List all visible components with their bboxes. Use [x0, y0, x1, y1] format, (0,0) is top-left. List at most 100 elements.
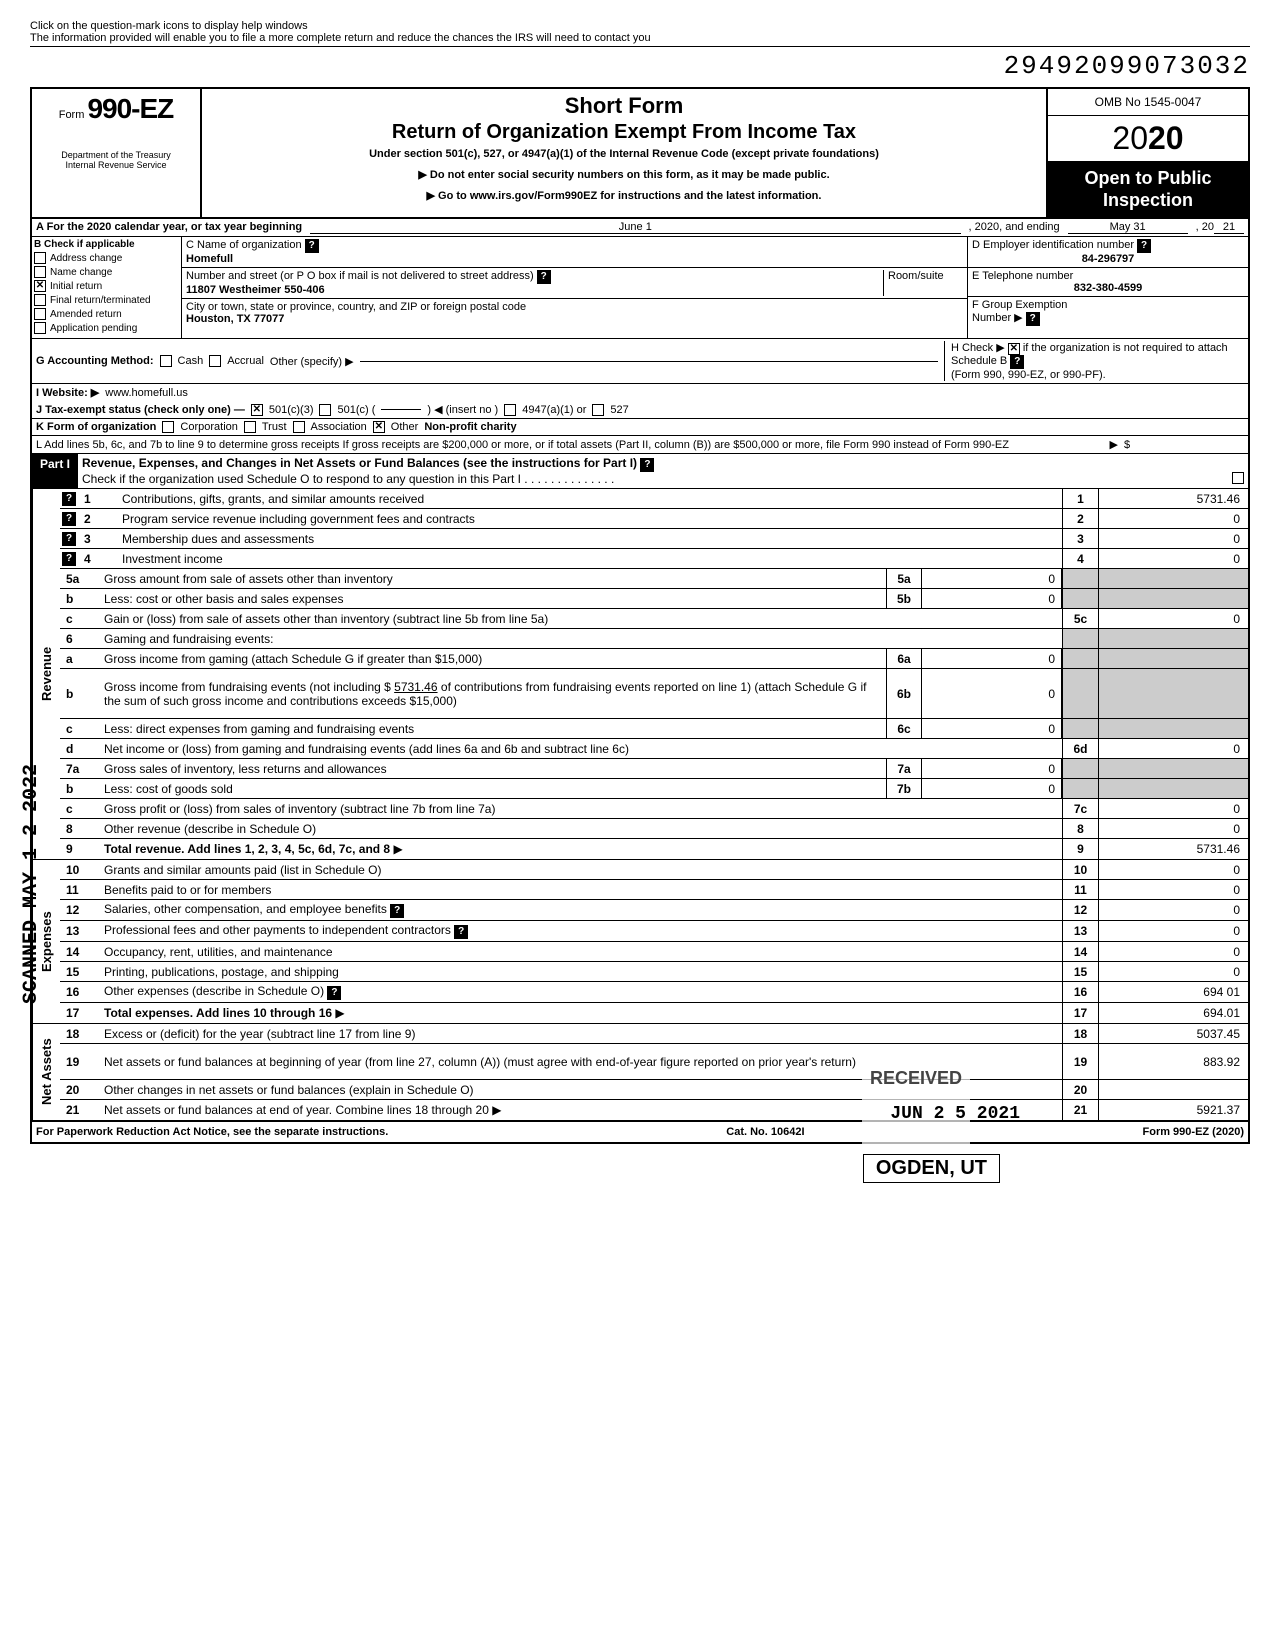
line17-val: 694.01 — [1098, 1003, 1248, 1023]
line3-val: 0 — [1098, 529, 1248, 548]
short-form-title: Short Form — [206, 93, 1042, 119]
line2-desc: Program service revenue including govern… — [122, 512, 475, 526]
year-end: May 31 — [1068, 221, 1188, 234]
chk-name-change[interactable] — [34, 266, 46, 278]
k-label: K Form of organization — [36, 421, 156, 433]
ein-value: 84-296797 — [1082, 253, 1135, 265]
col-def: D Employer identification number ? 84-29… — [968, 237, 1248, 338]
part1-title: Revenue, Expenses, and Changes in Net As… — [82, 456, 637, 470]
open-inspection: Open to PublicInspection — [1048, 162, 1248, 217]
help-icon[interactable]: ? — [327, 986, 341, 1000]
help-icon[interactable]: ? — [62, 492, 76, 506]
line4-desc: Investment income — [122, 552, 223, 566]
help-icon[interactable]: ? — [1026, 312, 1040, 326]
help-icon[interactable]: ? — [537, 270, 551, 284]
chk-amended[interactable] — [34, 308, 46, 320]
l-text: L Add lines 5b, 6c, and 7b to line 9 to … — [36, 439, 1104, 451]
line7c-val: 0 — [1098, 799, 1248, 818]
lbl-amended: Amended return — [50, 309, 122, 320]
row-a-tax-year: A For the 2020 calendar year, or tax yea… — [32, 219, 1248, 237]
line1-val: 5731.46 — [1098, 489, 1248, 508]
year-suffix: 21 — [1214, 221, 1244, 234]
row-k: K Form of organization Corporation Trust… — [32, 419, 1248, 436]
help-icon[interactable]: ? — [62, 532, 76, 546]
line18-desc: Excess or (deficit) for the year (subtra… — [104, 1027, 415, 1041]
form-990ez: Form 990-EZ Department of the Treasury I… — [30, 87, 1250, 1144]
line20-val — [1098, 1080, 1248, 1099]
lbl-501c3: 501(c)(3) — [269, 404, 314, 416]
help-icon[interactable]: ? — [454, 925, 468, 939]
chk-accrual[interactable] — [209, 355, 221, 367]
lbl-accrual: Accrual — [227, 355, 264, 367]
omb-number: OMB No 1545-0047 — [1048, 89, 1248, 116]
phone-value: 832-380-4599 — [1074, 282, 1143, 294]
chk-assoc[interactable] — [293, 421, 305, 433]
line15-val: 0 — [1098, 962, 1248, 981]
ssn-warning: ▶ Do not enter social security numbers o… — [206, 168, 1042, 181]
line6b-val: 0 — [922, 669, 1062, 718]
line10-desc: Grants and similar amounts paid (list in… — [104, 863, 381, 877]
chk-final-return[interactable] — [34, 294, 46, 306]
help-icon[interactable]: ? — [1137, 239, 1151, 253]
chk-trust[interactable] — [244, 421, 256, 433]
line6a-val: 0 — [922, 649, 1062, 668]
line6c-val: 0 — [922, 719, 1062, 738]
line8-desc: Other revenue (describe in Schedule O) — [104, 822, 316, 836]
chk-cash[interactable] — [160, 355, 172, 367]
city-value: Houston, TX 77077 — [186, 313, 284, 325]
chk-other-org[interactable] — [373, 421, 385, 433]
line10-val: 0 — [1098, 860, 1248, 879]
chk-corp[interactable] — [162, 421, 174, 433]
help-icon[interactable]: ? — [305, 239, 319, 253]
lbl-other-method: Other (specify) ▶ — [270, 355, 354, 368]
cat-number: Cat. No. 10642I — [726, 1126, 804, 1138]
line13-desc: Professional fees and other payments to … — [104, 923, 451, 937]
line17-desc: Total expenses. Add lines 10 through 16 — [104, 1006, 332, 1020]
org-name: Homefull — [186, 253, 233, 265]
chk-501c[interactable] — [319, 404, 331, 416]
revenue-section: Revenue ?1Contributions, gifts, grants, … — [32, 489, 1248, 860]
row-l: L Add lines 5b, 6c, and 7b to line 9 to … — [32, 436, 1248, 454]
part1-label: Part I — [32, 454, 78, 488]
line7a-val: 0 — [922, 759, 1062, 778]
l-dollar: $ — [1124, 439, 1244, 451]
help-icon[interactable]: ? — [640, 458, 654, 472]
help-icon[interactable]: ? — [62, 512, 76, 526]
chk-pending[interactable] — [34, 322, 46, 334]
line2-val: 0 — [1098, 509, 1248, 528]
chk-527[interactable] — [592, 404, 604, 416]
line5c-desc: Gain or (loss) from sale of assets other… — [104, 612, 548, 626]
help-icon[interactable]: ? — [390, 904, 404, 918]
chk-address-change[interactable] — [34, 252, 46, 264]
paperwork-notice: For Paperwork Reduction Act Notice, see … — [36, 1126, 388, 1138]
chk-501c3[interactable] — [251, 404, 263, 416]
lbl-assoc: Association — [311, 421, 367, 433]
tax-year: 2020 — [1048, 116, 1248, 162]
room-label: Room/suite — [888, 270, 944, 282]
chk-initial-return[interactable] — [34, 280, 46, 292]
d-label: D Employer identification number — [972, 239, 1134, 251]
line6d-val: 0 — [1098, 739, 1248, 758]
help-icon[interactable]: ? — [62, 552, 76, 566]
lbl-cash: Cash — [178, 355, 204, 367]
line4-val: 0 — [1098, 549, 1248, 568]
under-section: Under section 501(c), 527, or 4947(a)(1)… — [206, 148, 1042, 160]
chk-h[interactable] — [1008, 343, 1020, 355]
chk-schedule-o[interactable] — [1232, 472, 1244, 484]
f-num-label: Number ▶ — [972, 312, 1023, 324]
line12-desc: Salaries, other compensation, and employ… — [104, 902, 387, 916]
chk-4947[interactable] — [504, 404, 516, 416]
help-icon[interactable]: ? — [1010, 355, 1024, 369]
line6b-contrib: 5731.46 — [394, 680, 437, 694]
line19-val: 883.92 — [1098, 1044, 1248, 1079]
line5a-desc: Gross amount from sale of assets other t… — [104, 572, 393, 586]
line9-desc: Total revenue. Add lines 1, 2, 3, 4, 5c,… — [104, 842, 390, 856]
row-i: I Website: ▶ www.homefull.us — [32, 384, 1248, 401]
footer: For Paperwork Reduction Act Notice, see … — [32, 1122, 1248, 1142]
lbl-4947: 4947(a)(1) or — [522, 404, 586, 416]
lbl-pending: Application pending — [50, 323, 137, 334]
dept-treasury: Department of the Treasury Internal Reve… — [36, 151, 196, 171]
line7b-val: 0 — [922, 779, 1062, 798]
line19-desc: Net assets or fund balances at beginning… — [104, 1055, 856, 1069]
line5b-desc: Less: cost or other basis and sales expe… — [104, 592, 343, 606]
